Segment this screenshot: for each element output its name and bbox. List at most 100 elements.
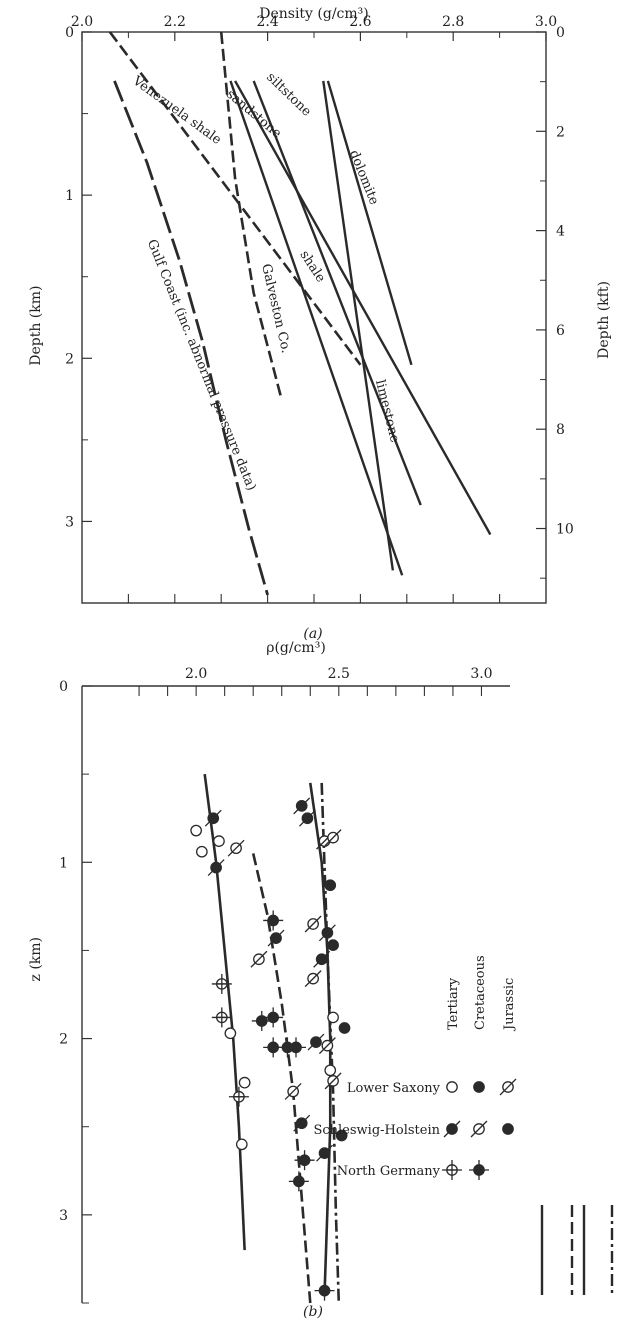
marker-slash (293, 1114, 311, 1132)
data-point-filled-cross (263, 1007, 284, 1028)
x-tick-label: 2.0 (71, 14, 93, 30)
data-point-open-circle (195, 845, 208, 858)
curve-jurassic-3 (320, 782, 341, 1304)
marker-slash (204, 809, 222, 827)
series-label: limestone (372, 378, 402, 444)
data-point-open-circle (213, 835, 225, 847)
data-point-open-cross (228, 1086, 249, 1107)
x-tick-label: 2.2 (164, 14, 186, 30)
data-point-filled-slash (307, 1033, 325, 1051)
marker-circle (238, 1076, 251, 1089)
data-point-open-slash (250, 950, 268, 968)
series-label: siltstone (263, 70, 314, 120)
x-tick-label: 2.4 (256, 14, 278, 30)
series-line-limestone (322, 80, 395, 571)
marker-slash (499, 1078, 517, 1096)
data-point-open-circle (235, 1138, 248, 1151)
x-axis-title: Density (g/cm³) (259, 6, 369, 22)
y2-tick-label-right: 8 (556, 422, 565, 438)
marker-slash (307, 1033, 325, 1051)
series-line-gulf-coast-inc-abnormal-pressure-data- (113, 80, 269, 596)
series-label: Venezuela shale (129, 73, 224, 148)
marker-circle (502, 1123, 514, 1135)
series-line-shale (234, 80, 492, 536)
data-point-open-circle (327, 1011, 339, 1024)
x-tick-label: 2.8 (442, 14, 464, 30)
series-label: Galveston Co. (258, 262, 293, 354)
marker-circle (324, 879, 337, 892)
legend-column-header: Cretaceous (473, 955, 488, 1030)
data-point-open-slash (227, 839, 245, 857)
y-tick-label-left: 0 (65, 25, 74, 41)
marker-slash (324, 1072, 342, 1090)
y-tick-label-left: 3 (65, 514, 74, 530)
y2-axis-title: Depth (kft) (596, 281, 612, 359)
data-point-filled-cross (294, 1150, 315, 1171)
y2-tick-label-right: 0 (556, 25, 565, 41)
series-label: sandstone (223, 87, 284, 142)
legend-row-label: Schleswig-Holstein (313, 1123, 440, 1138)
marker-circle (338, 1022, 351, 1034)
data-point-filled-cross (288, 1171, 309, 1192)
y-tick-label: 0 (59, 679, 68, 695)
y-axis-title: z (km) (28, 937, 44, 982)
series-line-galveston-co- (219, 31, 283, 400)
marker-slash (267, 929, 285, 947)
y2-tick-label-right: 4 (556, 224, 565, 240)
marker-circle (324, 1064, 337, 1077)
series-label: Gulf Coast (inc. abnormal pressure data) (144, 237, 259, 493)
marker-circle (446, 1081, 458, 1093)
data-point-filled-slash (316, 1144, 333, 1162)
data-point-filled-slash (293, 1114, 311, 1132)
legend-symbol-open-cross (442, 1160, 462, 1180)
panel-label-b: (b) (303, 1304, 323, 1320)
legend-row-label: North Germany (337, 1164, 441, 1179)
marker-circle (327, 939, 339, 951)
marker-circle (327, 1011, 339, 1024)
x-tick-label: 2.0 (185, 666, 207, 682)
plot-frame (81, 31, 547, 604)
y-tick-label-left: 2 (65, 351, 74, 367)
data-point-open-circle (238, 1076, 251, 1089)
y-tick-label: 2 (59, 1032, 68, 1048)
marker-circle (473, 1081, 485, 1093)
marker-slash (318, 1037, 336, 1055)
data-point-filled-slash (318, 924, 336, 942)
marker-slash (207, 859, 225, 877)
marker-slash (443, 1120, 461, 1138)
legend-symbol-filled-cross (469, 1160, 489, 1180)
panel-label-a: (a) (303, 626, 322, 642)
legend-symbol-filled (473, 1081, 485, 1093)
data-point-filled-cross (251, 1010, 272, 1031)
marker-circle (213, 835, 225, 847)
marker-circle (195, 845, 208, 858)
series-line-sandstone (229, 80, 404, 576)
legend-symbol-open-slash (499, 1078, 517, 1096)
data-point-open-cross (211, 1007, 232, 1028)
data-point-filled (324, 879, 337, 892)
marker-slash (316, 1144, 333, 1162)
x-tick-label: 3.0 (470, 666, 492, 682)
data-point-open-slash (304, 970, 322, 988)
marker-circle (235, 1138, 248, 1151)
data-point-open-slash (324, 829, 342, 847)
data-point-filled-slash (207, 859, 225, 877)
data-point-open-circle (224, 1027, 237, 1040)
x-tick-label: 3.0 (535, 14, 557, 30)
chart-panel-b: 2.0 2.5 3.0 0 1 2 3 ρ(g/cm³) z (km) Tertiary Creta… (28, 640, 614, 1320)
data-point-filled (335, 1129, 348, 1142)
marker-circle (190, 824, 202, 837)
data-point-filled (338, 1022, 351, 1034)
marker-slash (304, 970, 322, 988)
marker-slash (298, 809, 316, 827)
data-point-filled-slash (293, 797, 311, 815)
data-point-filled-slash (204, 809, 222, 827)
data-point-filled-cross (263, 910, 284, 931)
legend-column-header: Tertiary (446, 977, 461, 1030)
data-point-open-circle (190, 824, 202, 837)
series-line-venezuela-shale (108, 31, 362, 366)
data-point-filled-cross (314, 1280, 335, 1301)
y-tick-label: 3 (59, 1208, 68, 1224)
marker-slash (250, 950, 268, 968)
